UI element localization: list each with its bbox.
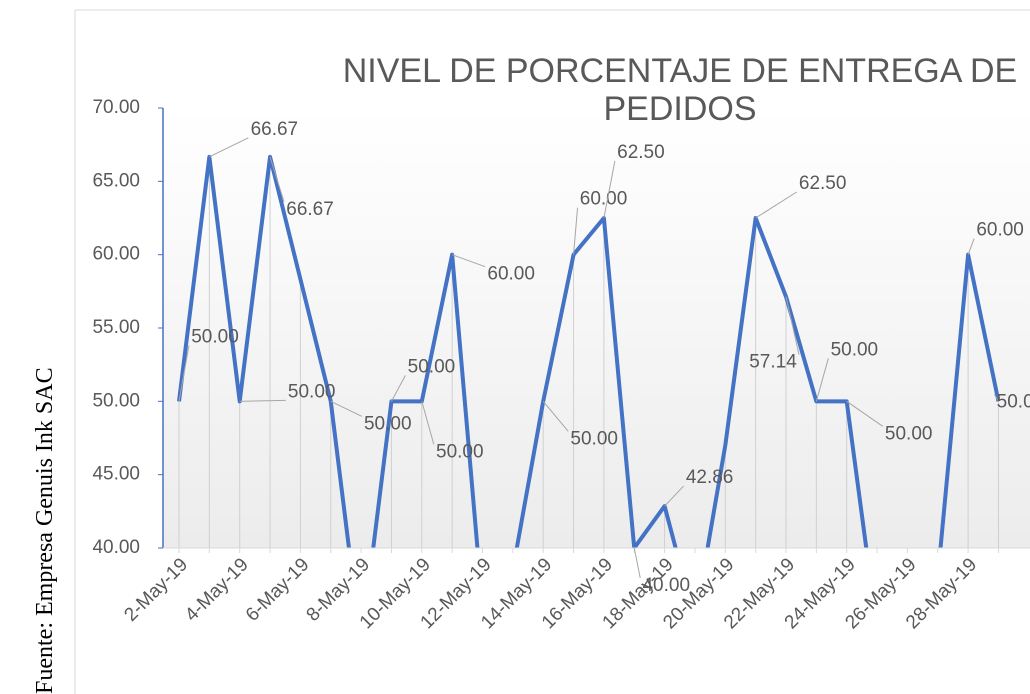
data-label: 50.00 [191, 326, 239, 347]
data-label: 42.86 [686, 467, 734, 488]
y-tick-label: 60.00 [92, 244, 140, 265]
data-label: 66.67 [251, 119, 299, 140]
leader-line [542, 401, 569, 432]
source-note: Fuente: Empresa Genuis Ink SAC [32, 367, 58, 694]
data-label: 50.00 [436, 441, 484, 462]
data-label: 57.14 [749, 352, 797, 373]
leader-line [815, 358, 829, 402]
series-line [177, 154, 1001, 548]
data-label: 62.50 [799, 173, 847, 194]
data-label: 50.00 [364, 413, 412, 434]
data-label: 60.00 [487, 264, 535, 285]
leader-line [994, 394, 999, 402]
leader-line [209, 137, 249, 158]
data-label: 66.67 [286, 199, 334, 220]
data-label: 50.00 [408, 356, 456, 377]
leader-line [391, 375, 406, 402]
leader-line [603, 160, 616, 219]
data-label: 62.50 [617, 142, 665, 163]
y-tick-label: 40.00 [92, 537, 140, 558]
data-label: 50.00 [570, 428, 618, 449]
leader-line [451, 254, 486, 268]
y-tick-label: 45.00 [92, 464, 140, 485]
leader-line [755, 191, 797, 219]
y-tick-label: 70.00 [92, 97, 140, 118]
leader-line [846, 400, 883, 427]
leader-line [664, 485, 684, 507]
y-tick-label: 55.00 [92, 317, 140, 338]
y-tick-label: 65.00 [92, 170, 140, 191]
leader-line [269, 156, 285, 202]
leader-line [421, 401, 435, 445]
data-label: 50.00 [885, 423, 933, 444]
leader-line [633, 547, 641, 579]
leader-line [330, 400, 362, 417]
leader-line [573, 207, 579, 255]
data-label: 60.00 [580, 189, 628, 210]
data-label: 60.00 [976, 220, 1024, 241]
data-label: 50.00 [997, 391, 1030, 412]
data-label: 40.00 [642, 575, 690, 596]
leader-line [239, 399, 286, 402]
leader-line [967, 238, 975, 255]
leader-line [785, 296, 800, 355]
data-label: 50.00 [831, 339, 879, 360]
chart-title: NIVEL DE PORCENTAJE DE ENTREGA DE PEDIDO… [342, 52, 1018, 128]
data-label: 50.00 [288, 381, 336, 402]
leader-line [178, 345, 190, 402]
y-tick-label: 50.00 [92, 390, 140, 411]
plot-area [163, 108, 1030, 548]
